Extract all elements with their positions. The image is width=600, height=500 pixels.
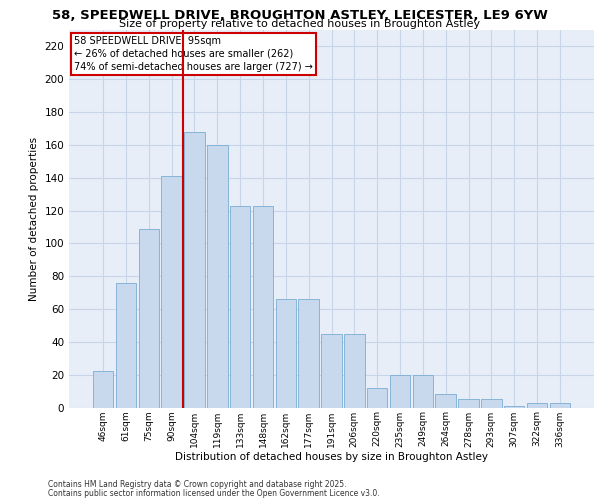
Bar	[344, 334, 365, 407]
Y-axis label: Number of detached properties: Number of detached properties	[29, 136, 39, 301]
Bar	[550, 402, 570, 407]
Bar	[481, 400, 502, 407]
Bar	[298, 299, 319, 408]
Bar	[161, 176, 182, 408]
Text: Contains public sector information licensed under the Open Government Licence v3: Contains public sector information licen…	[48, 488, 380, 498]
Bar	[230, 206, 250, 408]
Bar	[207, 145, 227, 407]
Bar	[413, 374, 433, 408]
Text: 58 SPEEDWELL DRIVE: 95sqm
← 26% of detached houses are smaller (262)
74% of semi: 58 SPEEDWELL DRIVE: 95sqm ← 26% of detac…	[74, 36, 313, 72]
Text: Contains HM Land Registry data © Crown copyright and database right 2025.: Contains HM Land Registry data © Crown c…	[48, 480, 347, 489]
Bar	[139, 228, 159, 408]
Bar	[390, 374, 410, 408]
Bar	[504, 406, 524, 407]
Text: Size of property relative to detached houses in Broughton Astley: Size of property relative to detached ho…	[119, 19, 481, 29]
Bar	[436, 394, 456, 407]
Bar	[93, 372, 113, 408]
Bar	[253, 206, 273, 408]
Bar	[321, 334, 342, 407]
Bar	[275, 299, 296, 408]
Bar	[527, 402, 547, 407]
Bar	[116, 283, 136, 408]
X-axis label: Distribution of detached houses by size in Broughton Astley: Distribution of detached houses by size …	[175, 452, 488, 462]
Text: 58, SPEEDWELL DRIVE, BROUGHTON ASTLEY, LEICESTER, LE9 6YW: 58, SPEEDWELL DRIVE, BROUGHTON ASTLEY, L…	[52, 9, 548, 22]
Bar	[367, 388, 388, 407]
Bar	[184, 132, 205, 407]
Bar	[458, 400, 479, 407]
